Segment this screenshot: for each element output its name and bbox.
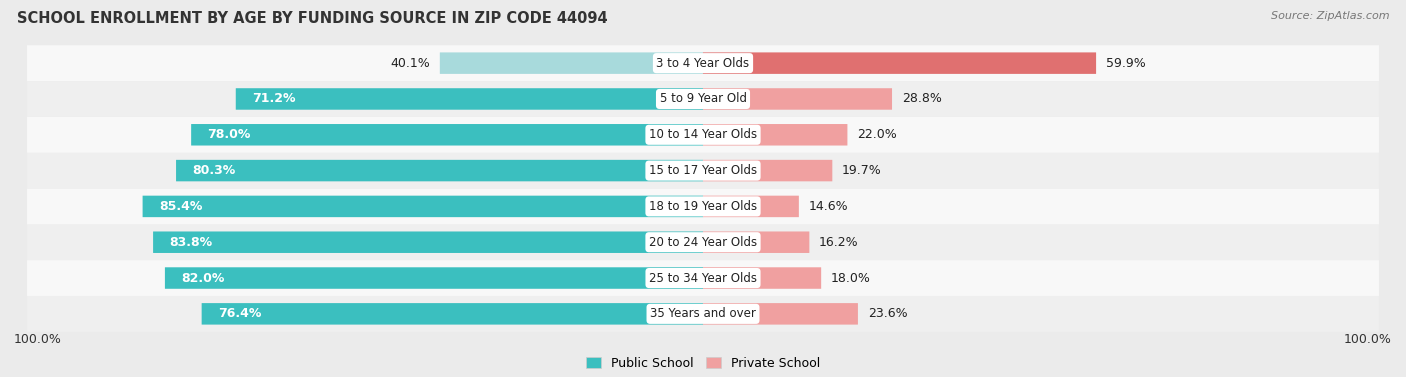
Text: 22.0%: 22.0% xyxy=(858,128,897,141)
Text: 100.0%: 100.0% xyxy=(1344,333,1392,346)
Text: 18 to 19 Year Olds: 18 to 19 Year Olds xyxy=(650,200,756,213)
Text: 10 to 14 Year Olds: 10 to 14 Year Olds xyxy=(650,128,756,141)
Text: SCHOOL ENROLLMENT BY AGE BY FUNDING SOURCE IN ZIP CODE 44094: SCHOOL ENROLLMENT BY AGE BY FUNDING SOUR… xyxy=(17,11,607,26)
Text: 80.3%: 80.3% xyxy=(193,164,236,177)
FancyBboxPatch shape xyxy=(440,52,703,74)
FancyBboxPatch shape xyxy=(27,260,1379,296)
Text: 28.8%: 28.8% xyxy=(901,92,942,106)
Text: 83.8%: 83.8% xyxy=(170,236,212,249)
Text: 19.7%: 19.7% xyxy=(842,164,882,177)
Text: 71.2%: 71.2% xyxy=(252,92,295,106)
FancyBboxPatch shape xyxy=(176,160,703,181)
Text: Source: ZipAtlas.com: Source: ZipAtlas.com xyxy=(1271,11,1389,21)
FancyBboxPatch shape xyxy=(165,267,703,289)
FancyBboxPatch shape xyxy=(27,45,1379,81)
Text: 35 Years and over: 35 Years and over xyxy=(650,307,756,320)
Text: 82.0%: 82.0% xyxy=(181,271,225,285)
FancyBboxPatch shape xyxy=(27,81,1379,117)
FancyBboxPatch shape xyxy=(27,153,1379,188)
FancyBboxPatch shape xyxy=(703,52,1097,74)
Text: 16.2%: 16.2% xyxy=(820,236,859,249)
FancyBboxPatch shape xyxy=(191,124,703,146)
Text: 14.6%: 14.6% xyxy=(808,200,848,213)
Text: 25 to 34 Year Olds: 25 to 34 Year Olds xyxy=(650,271,756,285)
FancyBboxPatch shape xyxy=(703,196,799,217)
FancyBboxPatch shape xyxy=(703,160,832,181)
Text: 76.4%: 76.4% xyxy=(218,307,262,320)
Text: 3 to 4 Year Olds: 3 to 4 Year Olds xyxy=(657,57,749,70)
Text: 5 to 9 Year Old: 5 to 9 Year Old xyxy=(659,92,747,106)
Text: 59.9%: 59.9% xyxy=(1107,57,1146,70)
Text: 23.6%: 23.6% xyxy=(868,307,907,320)
FancyBboxPatch shape xyxy=(153,231,703,253)
FancyBboxPatch shape xyxy=(27,224,1379,260)
FancyBboxPatch shape xyxy=(27,188,1379,224)
FancyBboxPatch shape xyxy=(703,88,891,110)
Text: 78.0%: 78.0% xyxy=(208,128,252,141)
FancyBboxPatch shape xyxy=(27,117,1379,153)
FancyBboxPatch shape xyxy=(703,303,858,325)
FancyBboxPatch shape xyxy=(703,267,821,289)
FancyBboxPatch shape xyxy=(201,303,703,325)
Text: 100.0%: 100.0% xyxy=(14,333,62,346)
Text: 15 to 17 Year Olds: 15 to 17 Year Olds xyxy=(650,164,756,177)
Legend: Public School, Private School: Public School, Private School xyxy=(581,352,825,375)
Text: 20 to 24 Year Olds: 20 to 24 Year Olds xyxy=(650,236,756,249)
FancyBboxPatch shape xyxy=(236,88,703,110)
FancyBboxPatch shape xyxy=(27,296,1379,332)
Text: 85.4%: 85.4% xyxy=(159,200,202,213)
FancyBboxPatch shape xyxy=(703,124,848,146)
FancyBboxPatch shape xyxy=(703,231,810,253)
Text: 18.0%: 18.0% xyxy=(831,271,870,285)
Text: 40.1%: 40.1% xyxy=(391,57,430,70)
FancyBboxPatch shape xyxy=(142,196,703,217)
